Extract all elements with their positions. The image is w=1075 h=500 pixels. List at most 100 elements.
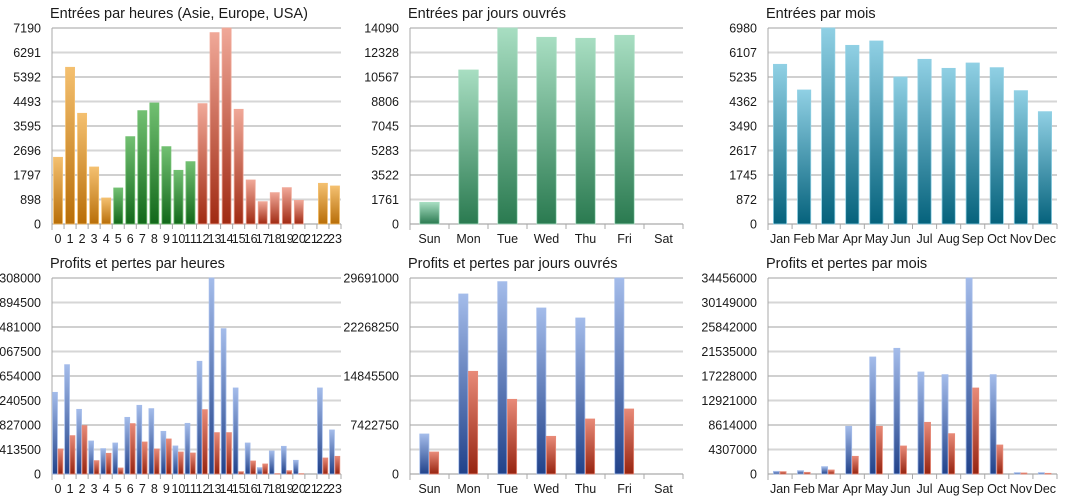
profit-bar bbox=[893, 347, 901, 475]
bar bbox=[245, 179, 256, 225]
y-tick-label: 1240500 bbox=[0, 394, 41, 408]
bar bbox=[89, 166, 100, 225]
bar bbox=[1037, 111, 1052, 225]
y-tick-label: 2696 bbox=[13, 144, 41, 158]
x-tick-label: 12 bbox=[196, 482, 210, 496]
loss-bar bbox=[69, 435, 76, 475]
x-tick-label: 5 bbox=[115, 482, 122, 496]
x-tick-label: 16 bbox=[244, 232, 258, 246]
loss-bar bbox=[250, 460, 256, 475]
bar bbox=[318, 182, 328, 225]
bar bbox=[77, 112, 88, 225]
x-tick-label: Sat bbox=[654, 232, 673, 246]
loss-bar bbox=[57, 448, 64, 475]
y-tick-label: 0 bbox=[392, 468, 399, 482]
loss-bar bbox=[875, 425, 883, 475]
x-tick-label: Sep bbox=[962, 232, 984, 246]
y-tick-label: 872 bbox=[736, 193, 757, 207]
loss-bar bbox=[190, 452, 196, 475]
y-tick-label: 6107 bbox=[729, 46, 757, 60]
bar bbox=[821, 27, 836, 225]
x-tick-label: 17 bbox=[256, 482, 270, 496]
profit-bar bbox=[64, 364, 70, 475]
bar bbox=[53, 156, 63, 225]
x-tick-label: 20 bbox=[292, 232, 306, 246]
x-tick-label: 0 bbox=[55, 232, 62, 246]
x-tick-label: 5 bbox=[115, 232, 122, 246]
x-tick-label: 14 bbox=[220, 232, 234, 246]
x-tick-label: 6 bbox=[127, 232, 134, 246]
x-tick-label: Mon bbox=[456, 232, 480, 246]
x-tick-label: Thu bbox=[575, 232, 597, 246]
loss-bar bbox=[948, 433, 956, 475]
bar bbox=[269, 192, 280, 225]
loss-bar bbox=[238, 471, 244, 475]
x-tick-label: Wed bbox=[534, 482, 560, 496]
x-tick-label: 1 bbox=[67, 232, 74, 246]
profit-bar bbox=[256, 467, 263, 475]
loss-bar bbox=[585, 418, 596, 475]
bar bbox=[614, 34, 635, 225]
x-tick-label: Nov bbox=[1010, 232, 1033, 246]
loss-bar bbox=[546, 435, 557, 475]
x-tick-label: 1 bbox=[67, 482, 74, 496]
profit-bar bbox=[88, 440, 94, 475]
chart-entries-months: Entrées par mois 0 872 1745 2617 3490 4362 523… bbox=[715, 0, 1075, 250]
loss-bar bbox=[322, 457, 329, 475]
y-tick-label: 2894500 bbox=[0, 296, 41, 310]
bar bbox=[941, 67, 956, 225]
loss-bar bbox=[827, 469, 835, 475]
bar bbox=[161, 146, 172, 225]
x-tick-label: 14 bbox=[220, 482, 234, 496]
x-tick-label: Jun bbox=[890, 232, 910, 246]
x-tick-label: Feb bbox=[793, 232, 815, 246]
x-tick-label: 4 bbox=[103, 482, 110, 496]
x-tick-label: Oct bbox=[987, 482, 1007, 496]
x-tick-label: Mon bbox=[456, 482, 480, 496]
x-tick-label: 23 bbox=[328, 482, 342, 496]
y-tick-label: 21535000 bbox=[701, 345, 757, 359]
profit-bar bbox=[208, 277, 215, 475]
y-tick-label: 8806 bbox=[371, 95, 399, 109]
bar bbox=[65, 66, 75, 225]
x-tick-label: 20 bbox=[292, 482, 306, 496]
x-tick-label: 21 bbox=[304, 482, 318, 496]
bar bbox=[330, 185, 340, 225]
loss-bar bbox=[117, 467, 124, 475]
bar bbox=[281, 187, 292, 225]
y-tick-label: 14845500 bbox=[343, 370, 399, 384]
x-tick-label: 7 bbox=[139, 232, 146, 246]
loss-bar bbox=[468, 370, 479, 475]
y-tick-label: 5392 bbox=[13, 71, 41, 85]
profit-bar bbox=[497, 281, 508, 475]
y-tick-label: 12328 bbox=[364, 46, 399, 60]
x-tick-label: 2 bbox=[79, 232, 86, 246]
loss-bar bbox=[924, 421, 931, 475]
profit-bar bbox=[317, 387, 323, 475]
x-tick-label: 13 bbox=[208, 482, 222, 496]
chart-pnl-weekdays: Profits et pertes par jours ouvrés 0 7422… bbox=[343, 250, 715, 500]
bar bbox=[125, 136, 136, 225]
chart-title: Entrées par heures (Asie, Europe, USA) bbox=[50, 6, 308, 22]
x-tick-label: May bbox=[865, 482, 889, 496]
x-tick-label: Feb bbox=[793, 482, 815, 496]
y-tick-label: 2617 bbox=[729, 144, 757, 158]
x-tick-label: 10 bbox=[171, 482, 185, 496]
profit-bar bbox=[76, 408, 82, 475]
x-tick-label: 15 bbox=[232, 232, 246, 246]
chart-title: Profits et pertes par mois bbox=[766, 256, 928, 272]
profit-bar bbox=[419, 433, 430, 475]
x-tick-label: Mar bbox=[817, 232, 839, 246]
y-tick-label: 14090 bbox=[364, 22, 399, 36]
profit-bar bbox=[124, 416, 131, 475]
bar bbox=[1013, 90, 1028, 225]
x-tick-label: Jul bbox=[917, 232, 933, 246]
x-tick-label: 19 bbox=[280, 482, 294, 496]
y-tick-label: 413500 bbox=[0, 443, 41, 457]
bar bbox=[419, 201, 440, 225]
bar bbox=[173, 169, 184, 225]
x-tick-label: 3 bbox=[91, 482, 98, 496]
profit-bar bbox=[196, 360, 203, 475]
x-tick-label: 23 bbox=[328, 232, 342, 246]
profit-bar bbox=[989, 374, 997, 475]
